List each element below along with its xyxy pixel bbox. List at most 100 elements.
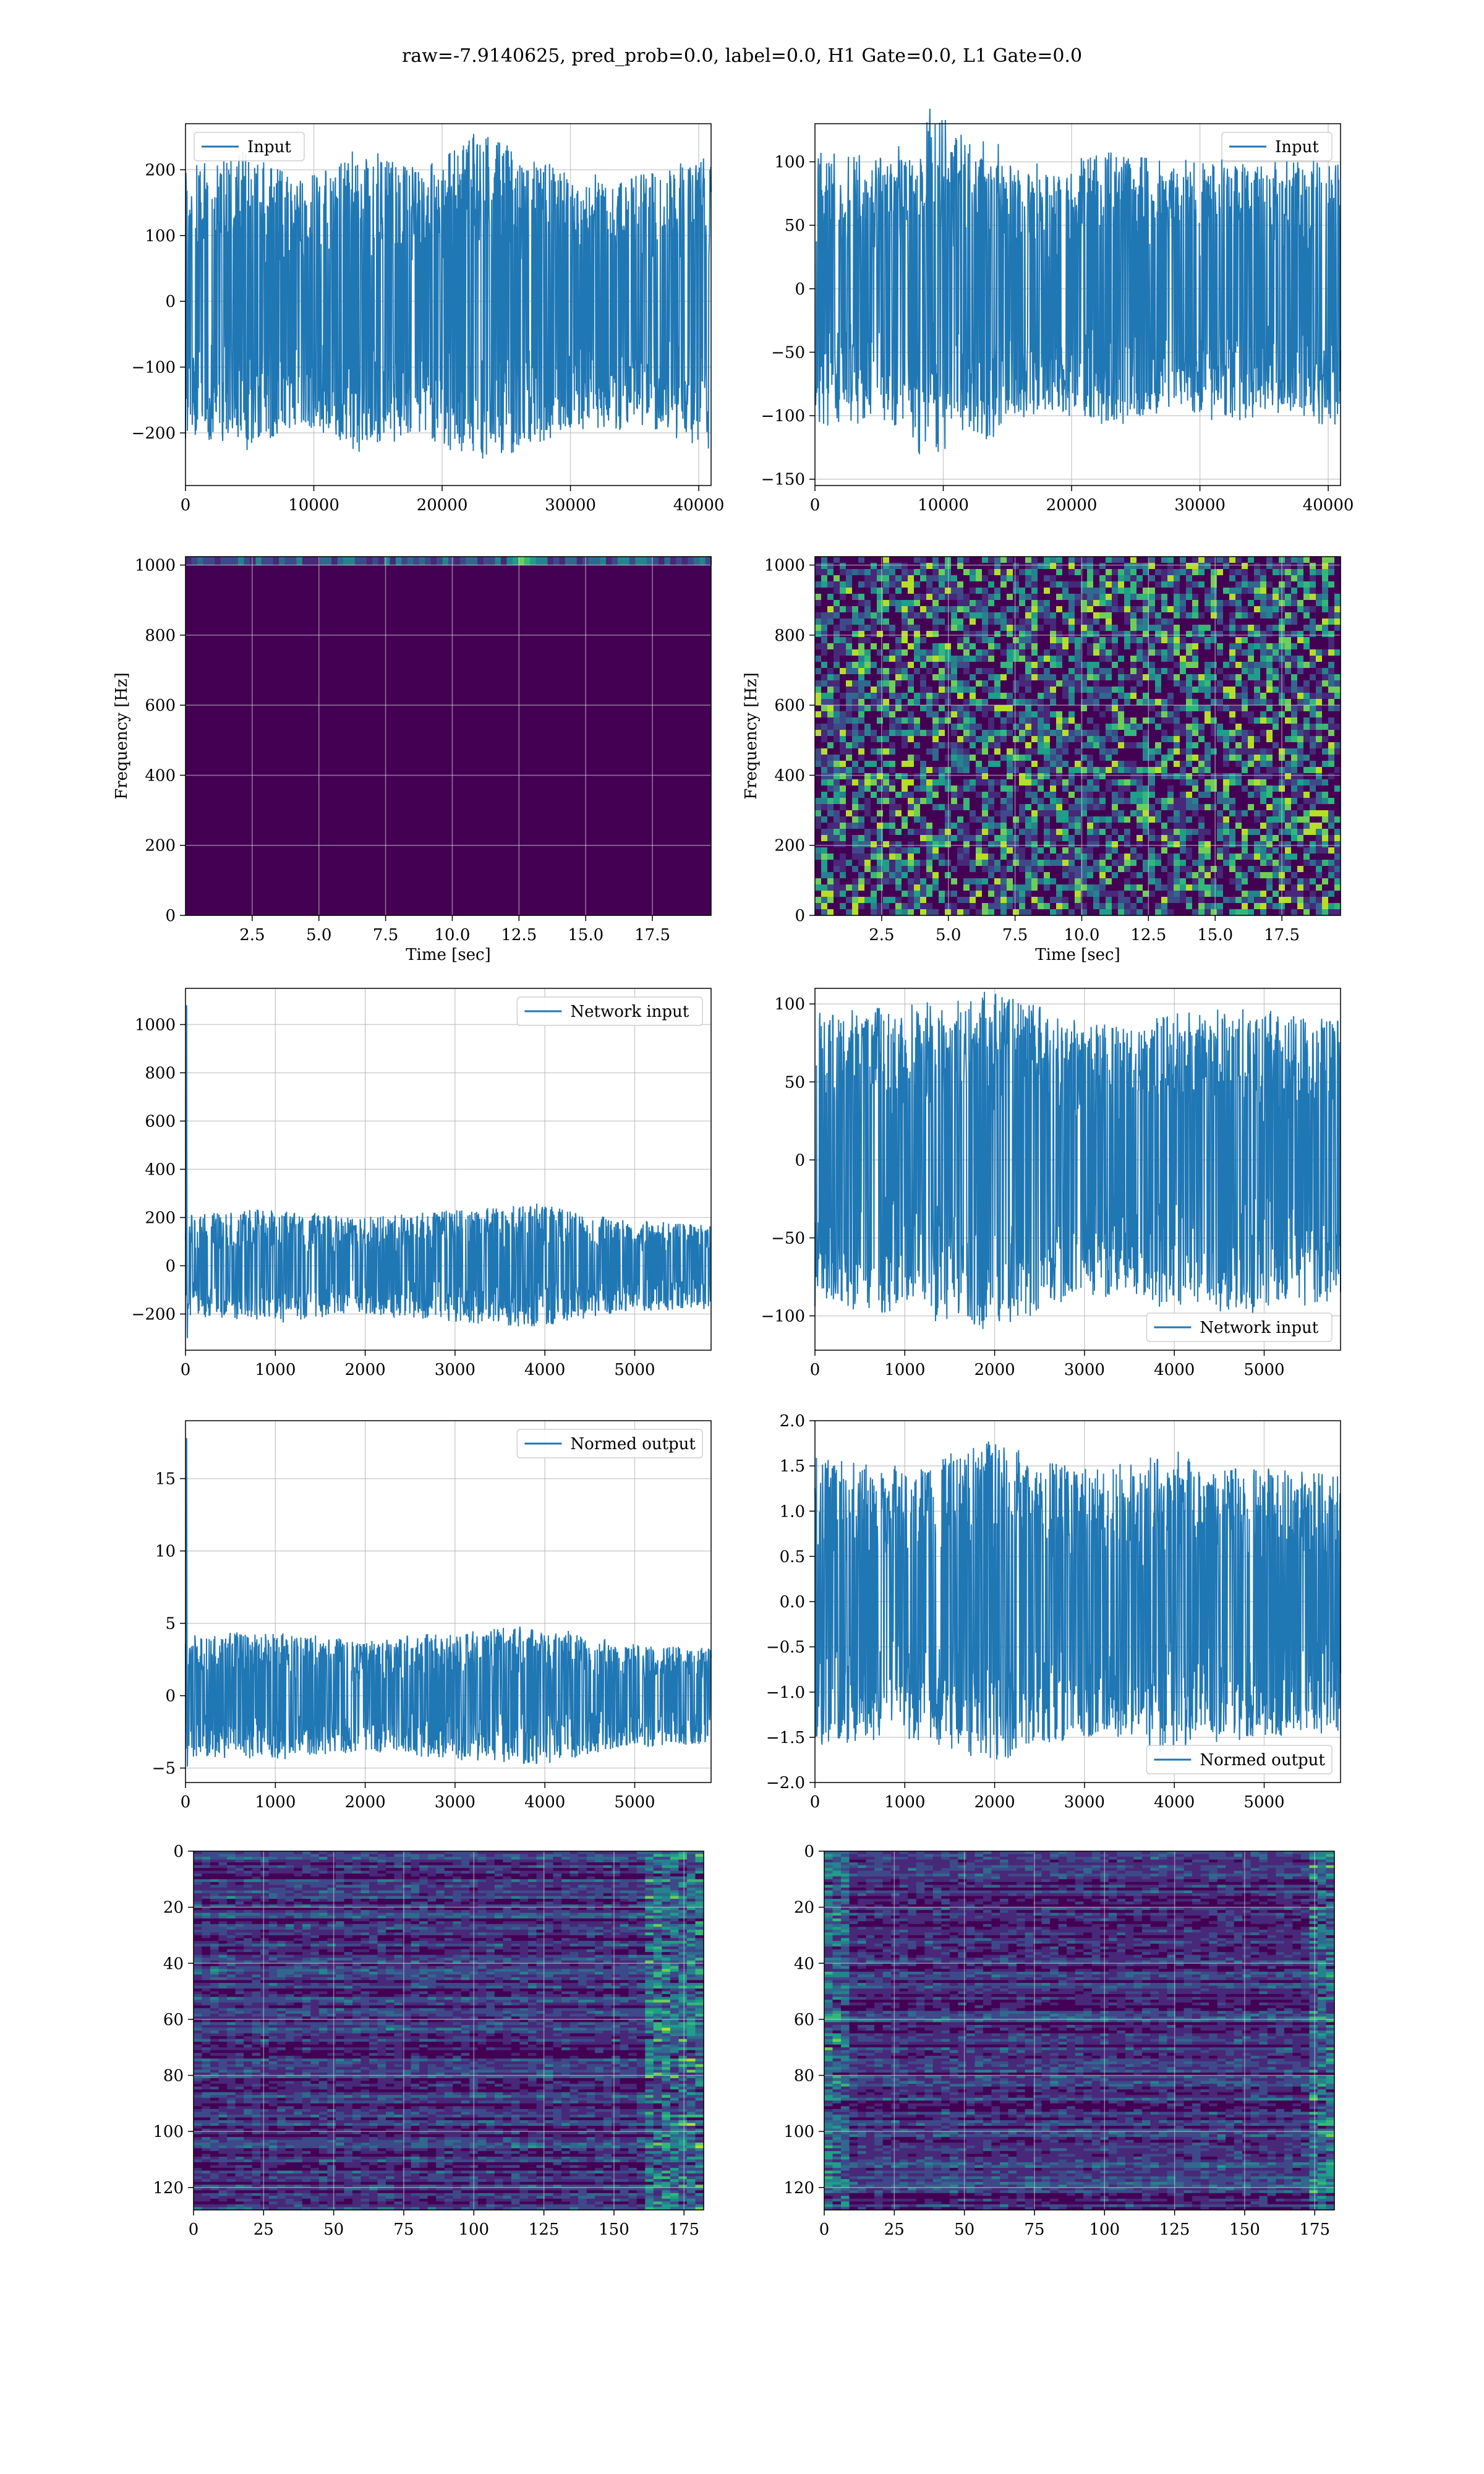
heatmap-cell xyxy=(834,618,840,625)
heatmap-cell xyxy=(1303,588,1310,594)
heatmap-cell xyxy=(908,575,915,582)
heatmap-cell xyxy=(1167,866,1174,873)
heatmap-cell xyxy=(1081,693,1088,700)
heatmap-cell xyxy=(963,878,970,885)
heatmap-cell xyxy=(1106,711,1112,718)
heatmap-cell xyxy=(895,606,902,613)
heatmap-cell xyxy=(963,847,970,854)
heatmap-cell xyxy=(1124,866,1131,873)
heatmap-cell xyxy=(1118,785,1125,792)
heatmap-cell xyxy=(1273,792,1279,798)
heatmap-cell xyxy=(1291,693,1298,700)
heatmap-cell xyxy=(908,785,915,792)
heatmap-cell xyxy=(1062,841,1069,848)
heatmap-cell xyxy=(1205,643,1211,650)
heatmap-cell xyxy=(939,847,945,854)
heatmap-cell xyxy=(920,748,927,755)
heatmap-cell xyxy=(1136,581,1143,588)
heatmap-cell xyxy=(1316,581,1323,588)
heatmap-cell xyxy=(902,878,908,885)
heatmap-cell xyxy=(1198,866,1205,873)
heatmap-cell xyxy=(957,656,964,662)
heatmap-cell xyxy=(1013,705,1020,712)
heatmap-cell xyxy=(988,569,995,576)
heatmap-cell xyxy=(1192,575,1199,582)
heatmap-cell xyxy=(846,711,853,718)
heatmap-cell xyxy=(1322,581,1329,588)
heatmap-cell xyxy=(1106,884,1112,891)
heatmap-cell xyxy=(1285,612,1292,619)
heatmap-cell xyxy=(1155,847,1162,854)
heatmap-cell xyxy=(1007,847,1013,854)
heatmap-cell xyxy=(889,841,896,848)
heatmap-cell xyxy=(1130,625,1137,631)
heatmap-cell xyxy=(1038,767,1044,774)
heatmap-cell xyxy=(1025,569,1032,576)
heatmap-cell xyxy=(939,823,945,829)
heatmap-cell xyxy=(1266,680,1273,687)
heatmap-cell xyxy=(821,841,828,848)
heatmap-cell xyxy=(1310,909,1316,916)
heatmap-cell xyxy=(1099,662,1106,669)
heatmap-cell xyxy=(1273,674,1279,681)
heatmap-cell xyxy=(1155,897,1162,904)
heatmap-cell xyxy=(1099,810,1106,817)
heatmap-cell xyxy=(982,575,989,582)
heatmap-cell xyxy=(1167,656,1174,662)
heatmap-cell xyxy=(846,785,853,792)
heatmap-cell xyxy=(988,810,995,817)
heatmap-cell xyxy=(1007,854,1013,860)
heatmap-cell xyxy=(1285,742,1292,749)
heatmap-cell xyxy=(208,557,216,565)
heatmap-cell xyxy=(1217,761,1224,768)
heatmap-cell xyxy=(1013,841,1020,848)
heatmap-cell xyxy=(1285,649,1292,656)
heatmap-cell xyxy=(1025,594,1032,601)
heatmap-cell xyxy=(1068,618,1075,625)
heatmap-cell xyxy=(1149,847,1156,854)
heatmap-cell xyxy=(982,711,989,718)
heatmap-cell xyxy=(815,773,822,780)
heatmap-cell xyxy=(1118,693,1125,700)
heatmap-cell xyxy=(982,829,989,836)
heatmap-cell xyxy=(1174,742,1180,749)
heatmap-cell xyxy=(1316,631,1323,638)
heatmap-cell xyxy=(1000,662,1007,669)
heatmap-cell xyxy=(1007,662,1013,669)
heatmap-cell xyxy=(1050,773,1057,780)
heatmap-cell xyxy=(1254,854,1261,860)
heatmap-cell xyxy=(939,779,945,786)
heatmap-cell xyxy=(1285,755,1292,761)
heatmap-cell xyxy=(1186,878,1193,885)
heatmap-cell xyxy=(902,909,908,916)
heatmap-cell xyxy=(1062,891,1069,897)
heatmap-cell xyxy=(1099,866,1106,873)
heatmap-cell xyxy=(982,847,989,854)
heatmap-cell xyxy=(1235,563,1242,570)
heatmap-cell xyxy=(1223,637,1230,644)
heatmap-cell xyxy=(1248,742,1255,749)
heatmap-cell xyxy=(1217,785,1224,792)
heatmap-cell xyxy=(1285,594,1292,601)
heatmap-cell xyxy=(902,841,908,848)
heatmap-cell xyxy=(1223,785,1230,792)
heatmap-cell xyxy=(1124,618,1131,625)
heatmap-cell xyxy=(1248,897,1255,904)
heatmap-cell xyxy=(1050,897,1057,904)
heatmap-cell xyxy=(1229,884,1236,891)
heatmap-cell xyxy=(939,656,945,662)
heatmap-cell xyxy=(1087,612,1094,619)
heatmap-cell xyxy=(834,884,840,891)
heatmap-cell xyxy=(976,903,983,910)
heatmap-cell xyxy=(1248,618,1255,625)
heatmap-cell xyxy=(889,866,896,873)
y-tick-label: 100 xyxy=(145,227,176,246)
heatmap-cell xyxy=(1211,656,1217,662)
heatmap-cell xyxy=(815,668,822,675)
heatmap-cell xyxy=(821,625,828,631)
heatmap-cell xyxy=(883,711,890,718)
heatmap-cell xyxy=(1038,662,1044,669)
heatmap-cell xyxy=(988,792,995,798)
heatmap-cell xyxy=(834,705,840,712)
heatmap-cell xyxy=(1211,711,1217,718)
